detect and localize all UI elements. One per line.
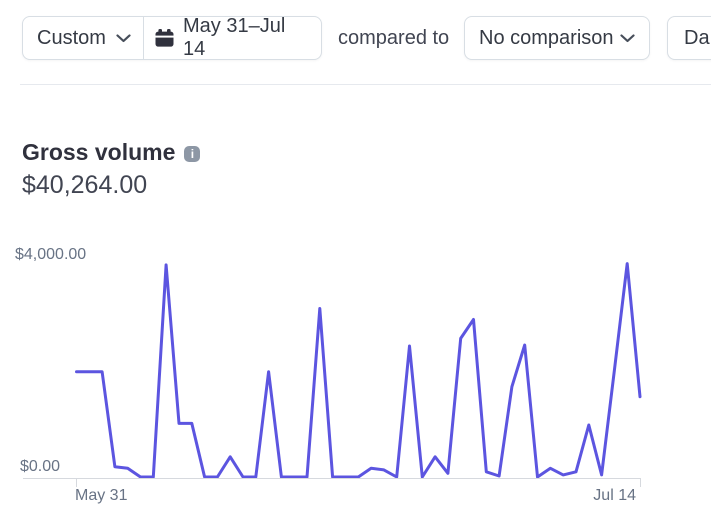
metric-title: Gross volume [22,139,176,165]
compared-to-label: compared to [338,26,450,49]
chevron-down-icon [620,33,635,42]
range-type-label: Custom [37,26,106,49]
range-type-dropdown[interactable]: Custom [23,17,144,59]
x-axis-tick-start [76,478,77,487]
x-axis-line [23,478,641,479]
x-axis-tick-end [640,478,641,487]
date-range-control: Custom May 31–Jul 14 [22,15,322,60]
toolbar-divider [20,84,711,85]
metric-value: $40,264.00 [22,171,148,199]
chevron-down-icon [116,33,131,42]
info-icon[interactable]: i [184,145,201,162]
date-range-label: May 31–Jul 14 [183,15,286,60]
granularity-dropdown[interactable]: Da [667,16,711,60]
x-axis-end-label: Jul 14 [593,487,636,504]
date-filter-toolbar: Custom May 31–Jul 14 compared to No comp… [0,15,711,60]
y-axis-max-label: $4,000.00 [15,246,87,263]
granularity-label: Da [684,26,710,49]
y-axis-min-label: $0.00 [20,458,61,475]
comparison-dropdown[interactable]: No comparison [464,16,650,60]
x-axis-start-label: May 31 [75,487,128,504]
calendar-icon [155,29,174,47]
comparison-value: No comparison [479,26,614,49]
gross-volume-line [75,262,642,479]
date-range-picker[interactable]: May 31–Jul 14 [144,15,321,60]
